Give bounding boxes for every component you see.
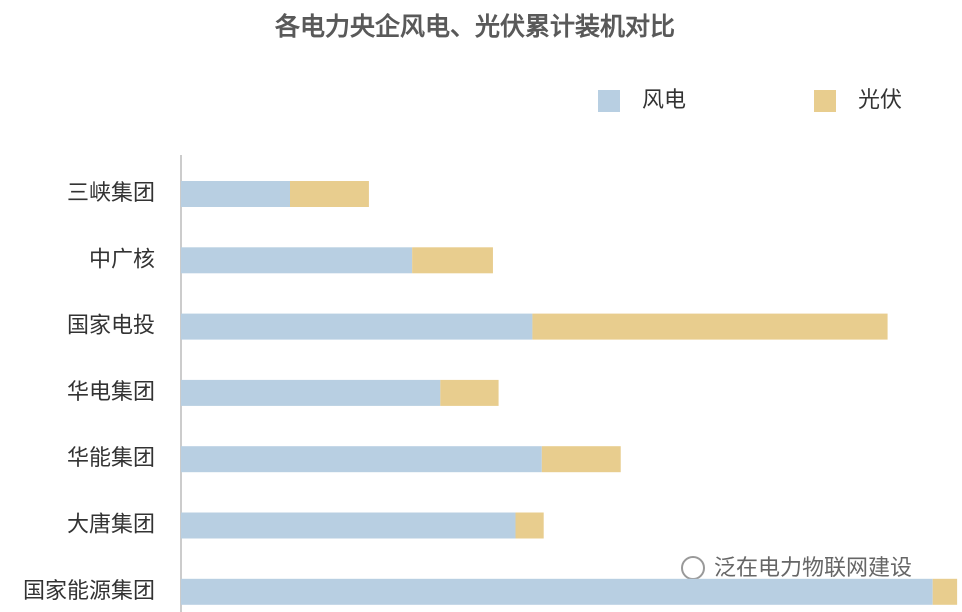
y-tick-label: 国家电投 xyxy=(67,314,155,339)
bar-segment xyxy=(541,446,621,473)
chart-title: 各电力央企风电、光伏累计装机对比 xyxy=(274,12,675,41)
legend-label: 风电 xyxy=(642,88,686,113)
y-tick-label: 华电集团 xyxy=(67,380,155,405)
y-tick-label: 三峡集团 xyxy=(67,181,155,206)
y-tick-label: 中广核 xyxy=(89,247,155,272)
bar-segment xyxy=(515,512,544,539)
watermark-icon xyxy=(681,556,705,580)
bar-segment xyxy=(932,578,958,605)
bar-segment xyxy=(181,181,290,207)
bar-segment xyxy=(181,446,542,473)
y-tick-label: 华能集团 xyxy=(67,446,155,471)
legend-swatch xyxy=(598,90,620,112)
bar-segment xyxy=(440,379,499,406)
bar-segment xyxy=(181,379,441,406)
bar-segment xyxy=(289,181,369,207)
legend-swatch xyxy=(814,90,836,112)
bar-segment xyxy=(412,247,493,274)
bar-segment xyxy=(181,247,413,274)
watermark: 泛在电力物联网建设 xyxy=(681,556,912,581)
watermark-text: 泛在电力物联网建设 xyxy=(714,556,912,581)
y-tick-label: 国家能源集团 xyxy=(23,579,155,604)
bar-segment xyxy=(181,512,516,539)
bar-segment xyxy=(181,578,933,605)
bar-segment xyxy=(181,313,533,340)
y-tick-label: 大唐集团 xyxy=(67,513,155,538)
legend-label: 光伏 xyxy=(858,88,902,113)
bar-segment xyxy=(532,313,888,340)
